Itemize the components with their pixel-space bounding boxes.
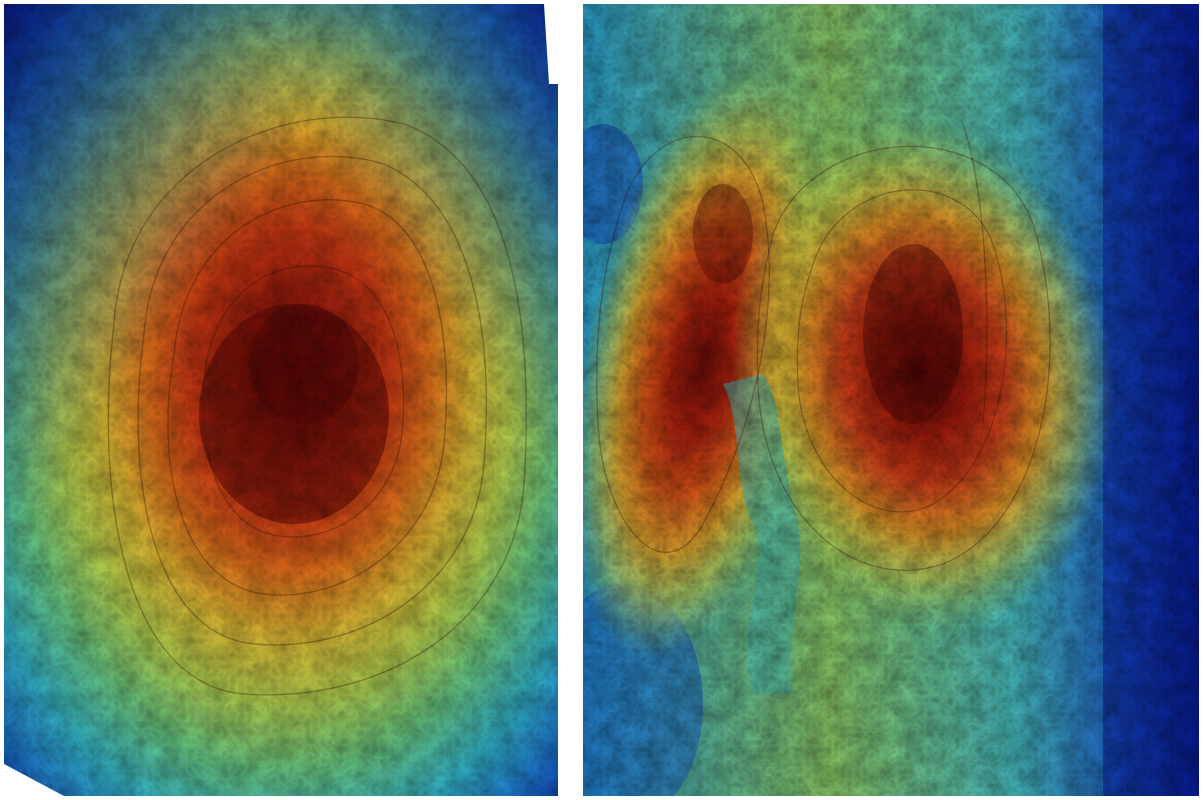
right-heatmap-graphic bbox=[583, 4, 1199, 796]
left-heatmap-panel bbox=[4, 4, 558, 796]
left-heatmap-graphic bbox=[4, 4, 558, 796]
right-heatmap-panel bbox=[583, 4, 1199, 796]
